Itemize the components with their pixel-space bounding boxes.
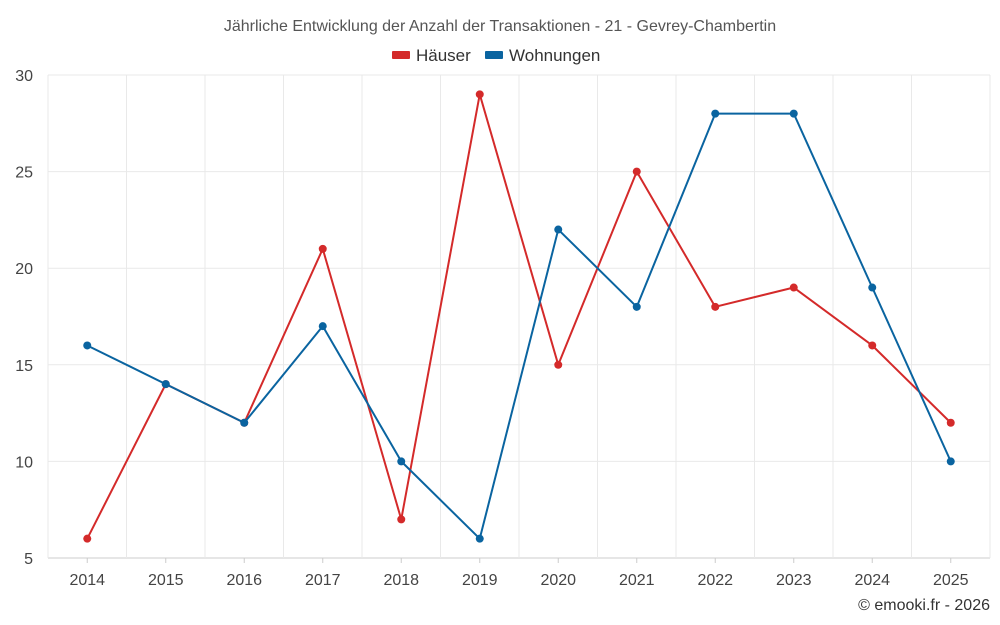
- data-point-wohnungen[interactable]: [554, 225, 563, 234]
- data-point-hauser[interactable]: [789, 283, 798, 292]
- data-point-wohnungen[interactable]: [161, 380, 170, 389]
- y-tick-label: 15: [15, 358, 33, 375]
- data-point-wohnungen[interactable]: [240, 418, 249, 427]
- x-tick-label: 2022: [697, 572, 733, 589]
- x-tick-label: 2020: [540, 572, 576, 589]
- legend: Häuser Wohnungen: [392, 46, 600, 65]
- x-tick-label: 2023: [776, 572, 812, 589]
- data-point-wohnungen[interactable]: [318, 322, 327, 331]
- x-tick-label: 2015: [148, 572, 184, 589]
- series-line-wohnungen: [86, 112, 952, 540]
- x-tick-label: 2014: [69, 572, 105, 589]
- y-tick-label: 10: [15, 454, 33, 471]
- data-point-wohnungen[interactable]: [475, 534, 484, 543]
- legend-swatch-wohnungen: [485, 51, 503, 59]
- data-point-wohnungen[interactable]: [868, 283, 877, 292]
- series: [83, 90, 955, 543]
- data-point-hauser[interactable]: [868, 341, 877, 350]
- data-point-hauser[interactable]: [632, 167, 641, 176]
- data-point-wohnungen[interactable]: [397, 457, 406, 466]
- data-point-hauser[interactable]: [711, 302, 720, 311]
- data-point-wohnungen[interactable]: [946, 457, 955, 466]
- y-tick-label: 5: [24, 551, 33, 568]
- x-axis-ticks: 2014 2015 2016 2017 2018 2019 2020 2021 2022 2023…: [69, 558, 969, 589]
- data-point-hauser[interactable]: [397, 515, 406, 524]
- y-tick-label: 30: [15, 68, 33, 85]
- data-point-wohnungen[interactable]: [632, 302, 641, 311]
- legend-label-wohnungen[interactable]: Wohnungen: [509, 46, 600, 65]
- y-tick-label: 20: [15, 261, 33, 278]
- legend-swatch-hauser: [392, 51, 410, 59]
- x-tick-label: 2018: [383, 572, 419, 589]
- data-point-hauser[interactable]: [946, 418, 955, 427]
- series-wohnungen: [83, 109, 955, 543]
- x-tick-label: 2025: [933, 572, 969, 589]
- x-tick-label: 2021: [619, 572, 655, 589]
- data-point-hauser[interactable]: [83, 534, 92, 543]
- chart-title: Jährliche Entwicklung der Anzahl der Tra…: [224, 18, 776, 35]
- data-point-wohnungen[interactable]: [83, 341, 92, 350]
- y-axis-ticks: 5 10 15 20 25 30: [15, 68, 33, 568]
- data-point-hauser[interactable]: [554, 360, 563, 369]
- x-tick-label: 2019: [462, 572, 498, 589]
- data-point-hauser[interactable]: [475, 90, 484, 99]
- data-point-wohnungen[interactable]: [789, 109, 798, 118]
- x-tick-label: 2024: [854, 572, 890, 589]
- gridlines: [47, 74, 991, 559]
- data-point-wohnungen[interactable]: [711, 109, 720, 118]
- x-tick-label: 2016: [226, 572, 262, 589]
- y-tick-label: 25: [15, 165, 33, 182]
- data-point-hauser[interactable]: [318, 244, 327, 253]
- legend-label-hauser[interactable]: Häuser: [416, 46, 471, 65]
- x-tick-label: 2017: [305, 572, 341, 589]
- credit-text: © emooki.fr - 2026: [858, 597, 990, 614]
